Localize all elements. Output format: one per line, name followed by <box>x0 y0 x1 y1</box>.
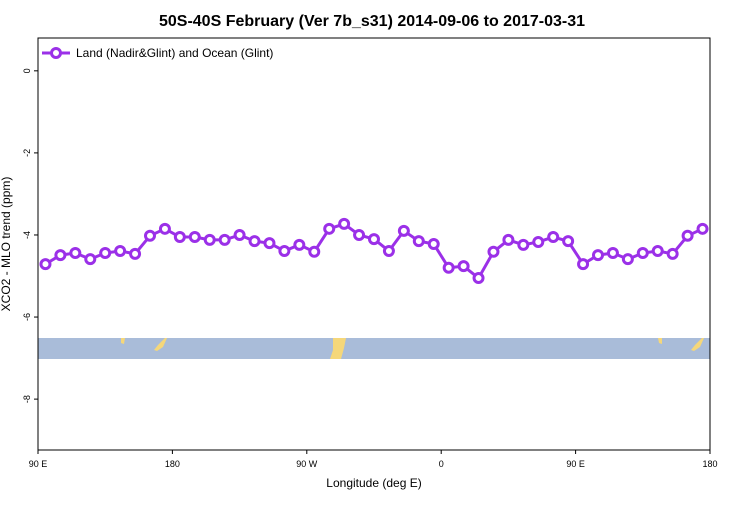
data-point <box>233 228 246 241</box>
data-point <box>248 235 261 248</box>
data-point <box>651 244 664 257</box>
y-tick-label: -4 <box>22 231 32 239</box>
data-point <box>487 245 500 258</box>
land <box>691 338 704 351</box>
data-point <box>39 258 52 271</box>
data-point <box>368 233 380 246</box>
data-point <box>427 238 440 250</box>
data-point <box>278 244 291 257</box>
y-tick-label: -2 <box>22 149 32 157</box>
y-tick-label: -8 <box>22 395 32 403</box>
data-point <box>129 247 142 260</box>
legend-label: Land (Nadir&Glint) and Ocean (Glint) <box>76 46 273 60</box>
x-tick-label: 180 <box>165 459 180 469</box>
data-point <box>547 231 560 244</box>
data-point <box>442 261 455 274</box>
y-axis-label: XCO2 - MLO trend (ppm) <box>0 177 13 312</box>
land <box>658 338 662 344</box>
data-point <box>592 249 604 262</box>
data-point <box>472 272 485 285</box>
x-tick-label: 90 E <box>29 459 48 469</box>
data-point <box>188 231 201 244</box>
data-point <box>353 228 366 241</box>
data-point <box>114 244 127 257</box>
data-point <box>681 229 694 242</box>
data-point <box>54 249 67 262</box>
y-tick-label: -6 <box>22 313 32 321</box>
chart-title: 50S-40S February (Ver 7b_s31) 2014-09-06… <box>159 13 585 30</box>
data-point <box>293 238 306 251</box>
y-tick-label: 0 <box>22 68 32 73</box>
legend: Land (Nadir&Glint) and Ocean (Glint) <box>42 46 273 60</box>
land <box>121 338 125 344</box>
data-point <box>158 222 171 235</box>
x-tick-label: 180 <box>702 459 717 469</box>
data-point <box>173 231 186 244</box>
plot-frame <box>37 37 711 451</box>
data-point <box>696 222 709 235</box>
data-point <box>577 258 590 271</box>
data-point <box>69 247 82 260</box>
data-point <box>517 238 530 251</box>
data-point <box>606 247 619 260</box>
data-point <box>397 224 410 237</box>
data-point <box>636 247 649 260</box>
x-tick-label: 90 E <box>566 459 585 469</box>
land-ocean-strip <box>38 338 710 359</box>
x-axis-label: Longitude (deg E) <box>326 476 421 490</box>
data-point <box>621 253 634 266</box>
land <box>154 338 167 351</box>
x-tick-label: 0 <box>439 459 444 469</box>
data-point <box>84 253 97 266</box>
data-point <box>457 260 470 273</box>
data-point <box>666 247 679 260</box>
x-tick-label: 90 W <box>296 459 318 469</box>
data-point <box>323 222 336 235</box>
data-point <box>412 235 425 248</box>
ocean-band <box>38 338 710 359</box>
data-point <box>562 235 575 248</box>
data-point <box>308 245 321 258</box>
data-point <box>218 233 231 246</box>
data-point <box>144 229 156 242</box>
land <box>330 338 346 359</box>
data-point <box>382 244 395 257</box>
data-point <box>338 217 351 230</box>
data-point <box>203 233 216 246</box>
data-point <box>532 235 545 248</box>
data-point <box>99 247 112 260</box>
data-point <box>502 233 515 246</box>
legend-marker <box>50 47 62 59</box>
data-point <box>263 237 276 250</box>
